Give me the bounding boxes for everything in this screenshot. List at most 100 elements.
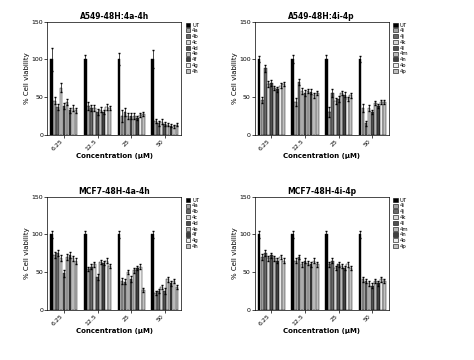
Title: A549-48H:4i-4p: A549-48H:4i-4p bbox=[289, 12, 355, 21]
Bar bbox=[267, 258, 270, 310]
Bar bbox=[65, 257, 68, 310]
Bar bbox=[75, 111, 77, 135]
Bar bbox=[160, 287, 163, 310]
X-axis label: Concentration (μM): Concentration (μM) bbox=[76, 153, 153, 159]
Bar bbox=[346, 99, 349, 135]
Bar bbox=[273, 88, 276, 135]
Bar bbox=[371, 112, 374, 135]
Bar bbox=[368, 108, 371, 135]
Y-axis label: % Cell viability: % Cell viability bbox=[24, 227, 30, 279]
Bar bbox=[166, 279, 169, 310]
Bar bbox=[90, 267, 93, 310]
Bar bbox=[93, 265, 96, 310]
Bar bbox=[282, 261, 285, 310]
X-axis label: Concentration (μM): Concentration (μM) bbox=[76, 328, 153, 334]
Bar bbox=[270, 84, 273, 135]
Bar bbox=[368, 283, 371, 310]
Bar bbox=[273, 258, 276, 310]
Bar bbox=[304, 93, 306, 135]
Bar bbox=[349, 95, 352, 135]
Bar bbox=[365, 123, 367, 135]
Bar bbox=[316, 265, 319, 310]
Bar bbox=[313, 261, 316, 310]
Bar bbox=[96, 277, 99, 310]
Bar bbox=[282, 84, 285, 135]
Bar bbox=[105, 107, 108, 135]
Bar bbox=[136, 118, 138, 135]
Bar bbox=[374, 103, 376, 135]
X-axis label: Concentration (μM): Concentration (μM) bbox=[283, 328, 360, 334]
Bar bbox=[166, 125, 169, 135]
Bar bbox=[99, 110, 102, 135]
Bar bbox=[359, 234, 361, 310]
Legend: UT, 4i, 4j, 4k, 4l, 4m, 4n, 4o, 4p: UT, 4i, 4j, 4k, 4l, 4m, 4n, 4o, 4p bbox=[392, 22, 409, 75]
Bar bbox=[258, 59, 260, 135]
Bar bbox=[176, 125, 178, 135]
Y-axis label: % Cell viability: % Cell viability bbox=[24, 52, 30, 104]
Bar bbox=[75, 261, 77, 310]
Bar bbox=[359, 59, 361, 135]
Bar bbox=[176, 287, 178, 310]
Bar bbox=[90, 108, 93, 135]
Bar bbox=[279, 86, 282, 135]
Bar bbox=[316, 93, 319, 135]
Bar bbox=[133, 270, 136, 310]
Bar bbox=[133, 117, 136, 135]
Bar bbox=[340, 93, 343, 135]
Bar bbox=[50, 234, 53, 310]
Bar bbox=[258, 234, 260, 310]
Bar bbox=[99, 262, 102, 310]
Y-axis label: % Cell viability: % Cell viability bbox=[232, 52, 237, 104]
Bar bbox=[109, 108, 111, 135]
Bar bbox=[380, 102, 383, 135]
Bar bbox=[142, 114, 145, 135]
Bar bbox=[337, 265, 340, 310]
Bar bbox=[328, 265, 331, 310]
Bar bbox=[334, 268, 337, 310]
Bar bbox=[127, 272, 129, 310]
Bar bbox=[313, 95, 316, 135]
Bar bbox=[362, 108, 365, 135]
Bar bbox=[118, 59, 120, 135]
Bar bbox=[60, 88, 62, 135]
Bar bbox=[337, 99, 340, 135]
Bar bbox=[170, 126, 172, 135]
Bar bbox=[298, 82, 300, 135]
Bar bbox=[276, 261, 279, 310]
Bar bbox=[136, 268, 138, 310]
Bar bbox=[84, 234, 87, 310]
Bar bbox=[72, 108, 74, 135]
Bar bbox=[109, 266, 111, 310]
Bar bbox=[294, 102, 297, 135]
Bar bbox=[151, 234, 154, 310]
Bar bbox=[307, 263, 310, 310]
Bar bbox=[105, 261, 108, 310]
Bar bbox=[87, 269, 90, 310]
Bar bbox=[292, 234, 294, 310]
Bar bbox=[102, 263, 105, 310]
X-axis label: Concentration (μM): Concentration (μM) bbox=[283, 153, 360, 159]
Bar bbox=[331, 93, 334, 135]
Bar bbox=[301, 91, 303, 135]
Bar bbox=[270, 255, 273, 310]
Bar bbox=[264, 68, 266, 135]
Bar bbox=[130, 279, 132, 310]
Bar bbox=[377, 106, 380, 135]
Title: A549-48H:4a-4h: A549-48H:4a-4h bbox=[80, 12, 149, 21]
Bar bbox=[63, 274, 65, 310]
Bar bbox=[56, 107, 59, 135]
Bar bbox=[383, 281, 386, 310]
Bar bbox=[362, 279, 365, 310]
Bar bbox=[170, 283, 172, 310]
Bar bbox=[173, 281, 175, 310]
Bar bbox=[157, 291, 160, 310]
Bar bbox=[276, 89, 279, 135]
Bar bbox=[118, 234, 120, 310]
Bar bbox=[87, 106, 90, 135]
Bar bbox=[142, 290, 145, 310]
Bar bbox=[261, 100, 264, 135]
Bar bbox=[164, 291, 166, 310]
Bar bbox=[377, 283, 380, 310]
Bar bbox=[69, 255, 71, 310]
Title: MCF7-48H-4a-4h: MCF7-48H-4a-4h bbox=[78, 187, 150, 196]
